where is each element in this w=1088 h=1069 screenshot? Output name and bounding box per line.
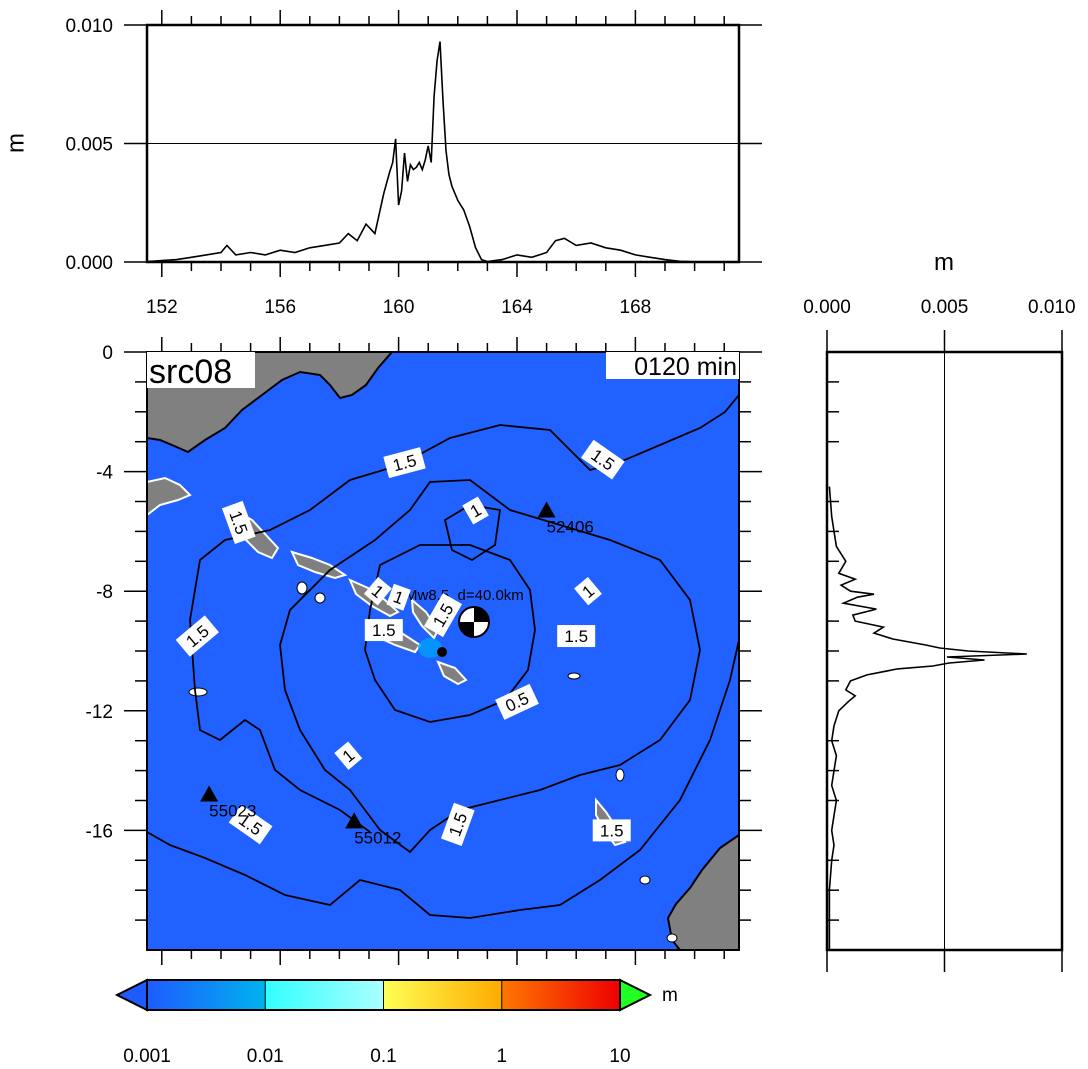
station-marker: 55023 bbox=[200, 785, 256, 821]
map-ytick-label: -4 bbox=[96, 463, 113, 484]
map-ytick-label: -12 bbox=[86, 702, 113, 723]
station-label: 52406 bbox=[547, 517, 594, 536]
contour-label: 0.5 bbox=[495, 683, 539, 720]
contour-label: 1.5 bbox=[592, 819, 631, 842]
top-ytick-label: 0.010 bbox=[65, 16, 113, 37]
focal-mechanism-beachball bbox=[458, 606, 490, 638]
map-title-right: 0120 min bbox=[634, 353, 737, 381]
station-label: 55012 bbox=[354, 828, 401, 847]
svg-text:1.5: 1.5 bbox=[372, 621, 396, 640]
islet bbox=[615, 768, 625, 782]
map-ytick-label: 0 bbox=[102, 343, 113, 364]
islet bbox=[567, 672, 581, 680]
epicenter-label: Mw8.5, d=40.0km bbox=[405, 587, 524, 604]
map-title-left-bg bbox=[147, 352, 255, 388]
islet bbox=[188, 687, 208, 697]
svg-text:1.5: 1.5 bbox=[564, 627, 588, 646]
colorbar-segment bbox=[147, 980, 266, 1010]
map-title-right-bg bbox=[606, 352, 739, 379]
contour-label: 1.5 bbox=[440, 802, 475, 847]
top-profile-panel: 0.000 0.005 0.010 152 156 160 164 168 m bbox=[3, 10, 762, 318]
right-xtick-label: 0.000 bbox=[803, 297, 851, 318]
colorbar-unit: m bbox=[662, 985, 678, 1006]
contour-label: 1 bbox=[386, 583, 411, 611]
map-panel: Mw8.5, d=40.0km 1.5 1.511.51 11.51.511.51.… bbox=[86, 337, 762, 965]
contour-middle bbox=[279, 479, 701, 854]
land-australia bbox=[666, 833, 739, 950]
colorbar-tick-label: 0.01 bbox=[247, 1046, 284, 1067]
colorbar-over-arrow bbox=[619, 978, 653, 1012]
epicenter-dot bbox=[437, 647, 447, 657]
islet bbox=[666, 933, 678, 943]
contour-outer bbox=[147, 639, 739, 919]
contour-label: 1.5 bbox=[383, 447, 426, 479]
right-xtick-label: 0.010 bbox=[1028, 297, 1076, 318]
svg-text:1.5: 1.5 bbox=[600, 821, 624, 840]
islet bbox=[296, 581, 308, 595]
contour-label: 1.5 bbox=[557, 625, 596, 648]
top-ylabel: m bbox=[3, 133, 30, 153]
source-highlight bbox=[418, 638, 442, 658]
land-new-ireland bbox=[290, 550, 348, 580]
station-marker: 52406 bbox=[537, 501, 594, 536]
top-xtick-label: 160 bbox=[383, 297, 415, 318]
top-profile-line bbox=[147, 41, 725, 262]
station-label: 55023 bbox=[209, 802, 256, 821]
right-xlabel: m bbox=[934, 249, 954, 276]
map-ytick-label: -8 bbox=[96, 582, 113, 603]
contour-label: 1 bbox=[363, 576, 392, 606]
colorbar-segment bbox=[383, 980, 502, 1010]
colorbar-tick-label: 1 bbox=[496, 1046, 507, 1067]
colorbar-segment bbox=[501, 980, 620, 1010]
colorbar-tick-label: 10 bbox=[609, 1046, 630, 1067]
top-xtick-label: 152 bbox=[146, 297, 178, 318]
top-xtick-label: 168 bbox=[620, 297, 652, 318]
islet bbox=[639, 875, 651, 885]
right-xtick-label: 0.005 bbox=[921, 297, 969, 318]
colorbar-under-arrow bbox=[114, 978, 148, 1012]
colorbar-tick-label: 0.1 bbox=[370, 1046, 396, 1067]
right-profile-panel: 0.000 0.005 0.010 m bbox=[803, 249, 1076, 972]
top-ytick-label: 0.005 bbox=[65, 135, 113, 156]
colorbar-segment bbox=[265, 980, 384, 1010]
land-new-guinea-tail bbox=[147, 476, 192, 517]
contour-label: 1 bbox=[462, 496, 489, 525]
land-solomon-c bbox=[436, 660, 468, 686]
top-xtick-label: 156 bbox=[264, 297, 296, 318]
contour-label: 1 bbox=[574, 576, 603, 606]
islet bbox=[314, 592, 326, 604]
contour-label: 1 bbox=[334, 741, 363, 770]
top-ytick-label: 0.000 bbox=[65, 253, 113, 274]
map-ytick-label: -16 bbox=[86, 821, 113, 842]
contour-label: 1.5 bbox=[364, 619, 403, 642]
station-marker: 55012 bbox=[345, 812, 401, 847]
top-xtick-label: 164 bbox=[501, 297, 533, 318]
map-title-left: src08 bbox=[149, 353, 232, 391]
right-profile-line bbox=[828, 486, 1027, 950]
colorbar: m 0.001 0.01 0.1 1 10 bbox=[114, 978, 678, 1067]
colorbar-tick-label: 0.001 bbox=[123, 1046, 171, 1067]
